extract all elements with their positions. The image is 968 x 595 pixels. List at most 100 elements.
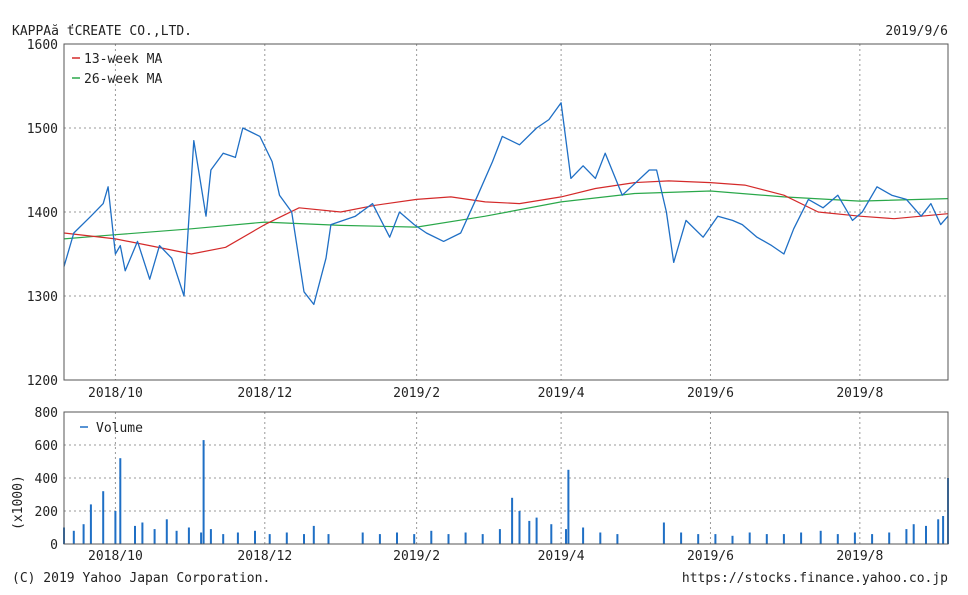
volume-bar	[888, 532, 891, 544]
volume-bar	[511, 497, 514, 544]
volume-bar	[518, 511, 521, 544]
volume-bar	[430, 530, 433, 544]
price-y-axis: 1200 1300 1400 1500 1600	[27, 38, 58, 389]
volume-bar	[616, 534, 619, 544]
volume-x-axis: 2018/10 2018/12 2019/2 2019/4 2019/6 2019/8	[88, 549, 883, 564]
volume-x-tick-label: 2019/8	[836, 549, 883, 564]
volume-bar	[447, 534, 450, 544]
volume-bar	[853, 532, 856, 544]
volume-bar	[836, 534, 839, 544]
volume-bar	[209, 529, 212, 544]
volume-bar	[134, 525, 136, 544]
price-x-tick-label: 2019/4	[538, 386, 585, 401]
price-legend: 13-week MA 26-week MA	[72, 52, 162, 87]
price-panel-frame	[63, 43, 949, 381]
company-name: KAPPAă ťCREATE CO.,LTD.	[12, 24, 192, 39]
volume-bar	[187, 527, 190, 544]
volume-bar	[222, 534, 225, 544]
volume-y-axis: 0 200 400 600 800	[35, 406, 58, 553]
volume-bar	[102, 491, 105, 544]
volume-y-tick-label: 800	[35, 406, 58, 421]
copyright-text: (C) 2019 Yahoo Japan Corporation.	[12, 571, 270, 586]
volume-x-tick-label: 2018/10	[88, 549, 143, 564]
volume-bar	[925, 525, 927, 544]
legend-label-volume: Volume	[96, 421, 143, 436]
legend-label-ma26: 26-week MA	[84, 72, 162, 87]
volume-y-tick-label: 0	[50, 538, 58, 553]
volume-bar	[912, 524, 915, 544]
volume-panel: 0 200 400 600 800 2018/10 2018/12 2019/2 2019/4…	[11, 406, 949, 564]
volume-bar	[567, 469, 570, 545]
volume-bar	[285, 532, 288, 544]
price-x-tick-label: 2019/2	[393, 386, 440, 401]
volume-bar	[254, 530, 256, 544]
volume-bar	[361, 532, 364, 544]
legend-label-ma13: 13-week MA	[84, 52, 162, 67]
volume-bar	[312, 525, 315, 544]
volume-x-tick-label: 2019/2	[393, 549, 440, 564]
volume-bar	[680, 532, 683, 544]
volume-grid	[64, 412, 948, 544]
volume-bar	[871, 534, 874, 544]
volume-bar	[599, 532, 602, 544]
price-y-tick-label: 1200	[27, 374, 58, 389]
volume-bar	[535, 517, 538, 544]
volume-bar	[662, 522, 665, 544]
volume-y-tick-label: 600	[35, 439, 58, 454]
volume-bar	[905, 529, 908, 544]
volume-bar	[119, 458, 122, 544]
volume-x-tick-label: 2018/12	[237, 549, 292, 564]
volume-x-tick-label: 2019/4	[538, 549, 585, 564]
price-x-tick-label: 2018/10	[88, 386, 143, 401]
volume-bar	[89, 504, 92, 544]
series-line-ma26	[63, 190, 949, 240]
volume-bar	[236, 532, 239, 544]
volume-bar	[697, 534, 700, 544]
volume-bar	[498, 529, 501, 544]
volume-bar	[165, 519, 168, 545]
volume-y-axis-label: (x1000)	[11, 475, 26, 530]
volume-bar	[268, 534, 271, 544]
volume-bar	[303, 534, 305, 544]
volume-bar	[528, 520, 531, 544]
volume-x-tick-label: 2019/6	[687, 549, 734, 564]
volume-bar	[582, 527, 585, 544]
volume-bar	[714, 534, 717, 544]
chart-date: 2019/9/6	[885, 24, 948, 39]
series-line-ma13	[63, 180, 949, 255]
volume-bar	[72, 530, 75, 544]
volume-bar	[748, 532, 751, 544]
volume-bar	[765, 534, 768, 544]
volume-bar	[378, 534, 381, 544]
volume-bar	[550, 524, 553, 544]
volume-legend: Volume	[80, 421, 143, 436]
volume-bar	[481, 534, 484, 544]
price-y-tick-label: 1600	[27, 38, 58, 53]
volume-bar	[327, 534, 330, 544]
price-y-tick-label: 1500	[27, 122, 58, 137]
price-y-tick-label: 1300	[27, 290, 58, 305]
volume-bar	[153, 529, 156, 544]
volume-bar	[114, 511, 117, 544]
volume-bar	[937, 519, 940, 545]
volume-bar	[200, 532, 203, 544]
volume-y-tick-label: 200	[35, 505, 58, 520]
volume-bar	[565, 529, 567, 544]
source-url: https://stocks.finance.yahoo.co.jp	[682, 571, 948, 586]
volume-bars	[63, 440, 949, 545]
price-panel: 1200 1300 1400 1500 1600 2018/10 2018/12 2019/…	[27, 38, 949, 401]
volume-bar	[800, 532, 803, 544]
volume-bar	[82, 524, 85, 544]
volume-bar	[396, 532, 398, 544]
series-line-price	[63, 102, 949, 306]
volume-panel-frame	[63, 411, 949, 545]
volume-y-tick-label: 400	[35, 472, 58, 487]
volume-bar	[464, 532, 467, 544]
price-x-axis: 2018/10 2018/12 2019/2 2019/4 2019/6 2019/8	[88, 386, 883, 401]
volume-bar	[782, 534, 785, 544]
price-lines	[63, 102, 949, 306]
price-x-tick-label: 2018/12	[237, 386, 292, 401]
price-x-tick-label: 2019/6	[687, 386, 734, 401]
